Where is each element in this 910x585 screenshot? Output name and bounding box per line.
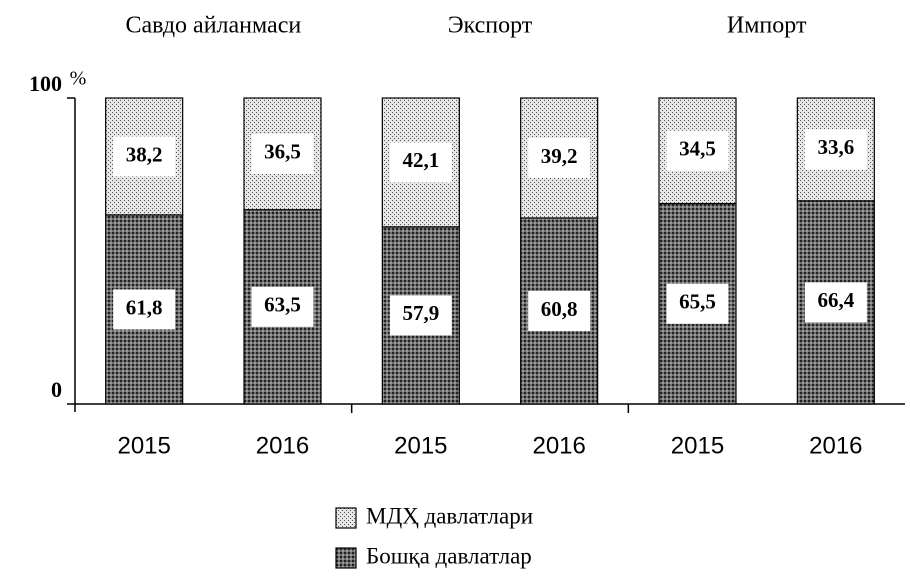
y-axis-label: % <box>70 68 87 90</box>
value-label: 33,6 <box>817 135 854 159</box>
value-label: 39,2 <box>541 144 578 168</box>
value-label-box <box>528 290 591 331</box>
value-label-box <box>666 130 729 171</box>
value-label-box <box>804 129 867 170</box>
value-label-box <box>113 289 176 330</box>
group-label: Импорт <box>727 13 807 39</box>
value-label: 66,4 <box>817 288 854 312</box>
legend-label: Бошқа давлатлар <box>366 543 532 568</box>
y-tick-label: 0 <box>51 377 62 402</box>
value-label-box <box>251 286 314 327</box>
y-tick-label: 100 <box>29 71 62 96</box>
value-label: 61,8 <box>126 295 163 319</box>
value-label-box <box>389 295 452 336</box>
legend-label: МДҲ давлатлари <box>366 503 533 528</box>
legend-swatch <box>335 547 357 569</box>
value-label: 38,2 <box>126 142 163 166</box>
value-label: 57,9 <box>402 301 439 325</box>
group-label: Экспорт <box>448 13 533 39</box>
legend-swatch <box>335 507 357 529</box>
value-label-box <box>528 137 591 178</box>
value-label-box <box>251 133 314 174</box>
x-tick-label: 2016 <box>532 432 585 459</box>
group-label: Савдо айланмаси <box>125 13 301 39</box>
value-label: 34,5 <box>679 137 716 161</box>
x-tick-label: 2016 <box>256 432 309 459</box>
value-label: 63,5 <box>264 293 301 317</box>
x-tick-label: 2015 <box>394 432 447 459</box>
value-label-box <box>389 142 452 183</box>
value-label: 36,5 <box>264 140 301 164</box>
x-tick-label: 2016 <box>809 432 862 459</box>
value-label-box <box>113 136 176 177</box>
value-label-box <box>666 283 729 324</box>
value-label-box <box>804 282 867 323</box>
x-tick-label: 2015 <box>117 432 170 459</box>
value-label: 60,8 <box>541 297 578 321</box>
value-label: 65,5 <box>679 290 716 314</box>
x-tick-label: 2015 <box>671 432 724 459</box>
value-label: 42,1 <box>402 148 439 172</box>
